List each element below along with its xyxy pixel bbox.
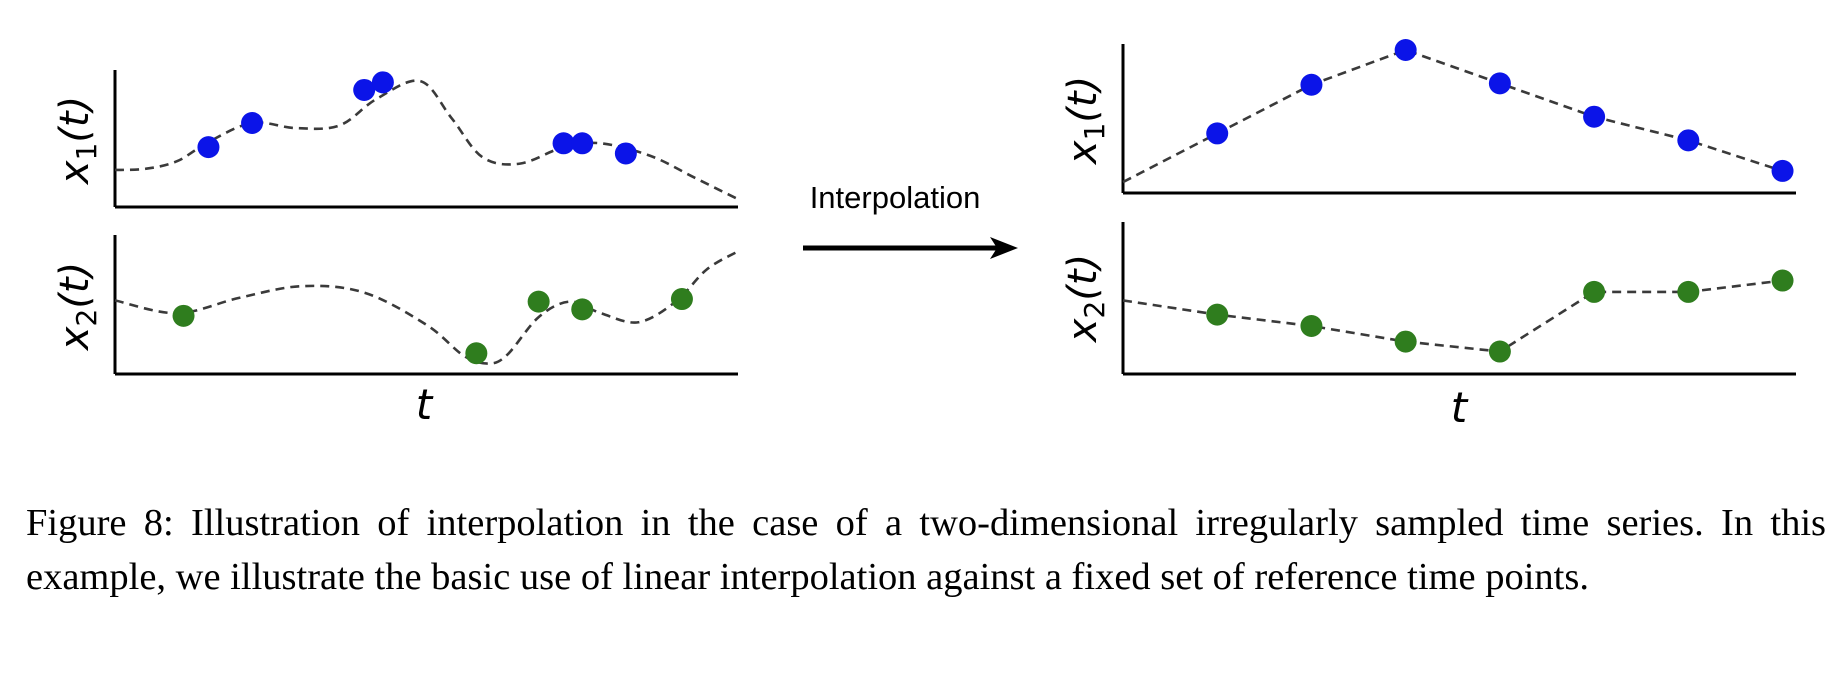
data-point: [552, 132, 575, 155]
y-label-arg: (t): [52, 262, 98, 309]
data-point: [1394, 39, 1417, 61]
y-label-var: x: [52, 326, 98, 352]
y-label-var: x: [1060, 140, 1106, 166]
data-point: [1300, 73, 1323, 96]
curve-line: [114, 250, 739, 365]
data-point: [197, 136, 220, 159]
data-point: [1206, 122, 1229, 145]
interpolation-arrow: Interpolation: [803, 180, 1018, 259]
y-label-sub: 1: [1078, 123, 1111, 141]
interpolated-line: [1122, 48, 1783, 184]
interpolated-line: [1122, 279, 1783, 353]
data-point: [465, 342, 488, 365]
data-point: [614, 142, 637, 165]
data-point: [1394, 330, 1417, 353]
y-axis-label: x2(t): [52, 262, 103, 352]
data-point: [172, 304, 195, 327]
data-point: [1488, 72, 1511, 95]
x-axis-label: t: [416, 380, 434, 429]
panel-right-bottom: x2(t) t: [1060, 222, 1796, 432]
data-point: [1206, 303, 1229, 326]
data-point: [1771, 159, 1794, 182]
x-axis-label: t: [1451, 383, 1469, 432]
data-point: [1488, 340, 1511, 363]
y-label-sub: 2: [70, 309, 103, 327]
data-point: [1677, 129, 1700, 152]
y-label-sub: 2: [1078, 301, 1111, 319]
data-point: [1300, 314, 1323, 337]
y-label-sub: 1: [70, 143, 103, 161]
y-label-var: x: [1060, 318, 1106, 344]
caption-text: Illustration of interpolation in the cas…: [26, 502, 1827, 598]
data-point: [1677, 280, 1700, 303]
panel-right-top: x1(t): [1060, 39, 1796, 195]
y-axis-label: x1(t): [52, 96, 103, 186]
figure-caption: Figure 8: Illustration of interpolation …: [26, 496, 1826, 604]
figure-panels: x1(t)x2(t)tx1(t)x2(t)t: [52, 39, 1796, 432]
y-label-arg: (t): [1060, 76, 1106, 123]
data-point: [571, 298, 594, 321]
data-point: [1583, 280, 1606, 303]
arrow-head-icon: [990, 237, 1018, 259]
data-point: [670, 288, 693, 311]
figure: x1(t)x2(t)tx1(t)x2(t)t Interpolation: [52, 39, 1796, 432]
data-point: [241, 111, 264, 134]
y-label-arg: (t): [1060, 254, 1106, 301]
y-axis-label: x2(t): [1060, 254, 1111, 344]
y-label-arg: (t): [52, 96, 98, 143]
data-point: [571, 132, 594, 155]
y-label-var: x: [52, 160, 98, 186]
data-point: [1771, 269, 1794, 292]
arrow-label: Interpolation: [810, 180, 981, 215]
data-point: [353, 78, 376, 101]
data-point: [1583, 105, 1606, 128]
y-axis-label: x1(t): [1060, 76, 1111, 166]
data-point: [371, 71, 394, 94]
panel-left-top: x1(t): [52, 70, 739, 209]
data-point: [527, 290, 550, 313]
panel-left-bottom: x2(t) t: [52, 235, 739, 429]
caption-label: Figure 8:: [26, 502, 174, 544]
